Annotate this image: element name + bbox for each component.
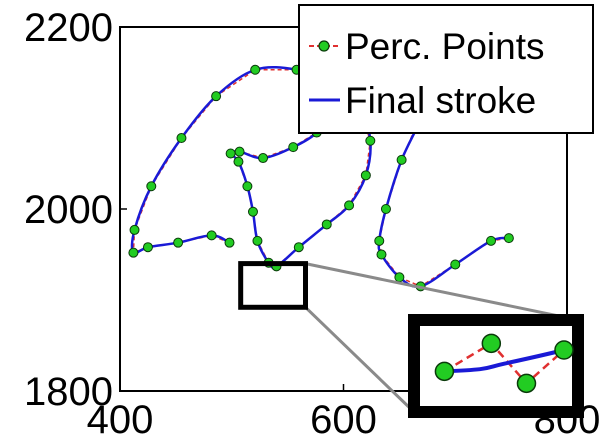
perc-point [344,200,355,211]
legend-swatch-perc-point [318,40,330,52]
perc-point [380,204,391,214]
perc-point [258,153,269,164]
inset-perc-point [434,361,455,382]
perc-point [288,142,299,153]
perc-point [211,91,222,102]
perc-point [142,242,153,253]
perc-point [242,181,253,192]
perc-point [396,154,407,165]
perc-point [225,148,236,159]
inset-perc-point [516,373,537,394]
perc-point [234,146,245,157]
perc-point [247,206,258,217]
perc-point [365,135,376,146]
perc-point [173,237,184,248]
zoom-connector [305,262,579,322]
zoom-region-box [238,261,309,310]
perc-point [129,224,140,235]
perc-point [450,259,461,270]
perc-point [176,133,187,144]
perc-point [146,181,157,192]
perc-point [394,272,405,283]
perc-point [293,242,304,253]
perc-point [376,249,387,260]
zoom-connector [304,306,416,414]
perc-point [252,235,263,246]
legend: Perc. Points Final stroke [298,4,594,134]
perc-point [503,233,514,244]
inset-final-stroke [444,348,565,374]
perc-point [250,64,261,75]
perc-point [374,235,385,246]
y-tick-label: 2200 [24,6,113,50]
legend-label-perc-points: Perc. Points [345,26,544,67]
x-tick-label: 400 [87,398,154,442]
x-tick-label: 600 [310,398,377,442]
y-tick-label: 1800 [24,370,113,414]
inset-perc-point [481,333,502,354]
perc-point [233,156,244,167]
perc-point [206,230,217,241]
y-tick-label: 2000 [24,188,113,232]
perc-point [486,235,497,246]
perc-point [360,170,371,181]
zoom-layer [238,261,584,418]
perc-point [224,237,235,248]
perc-point [128,247,139,258]
legend-box [298,4,594,134]
inset-perc-point [554,340,574,360]
legend-label-final-stroke: Final stroke [345,80,536,121]
perc-point [321,219,332,230]
